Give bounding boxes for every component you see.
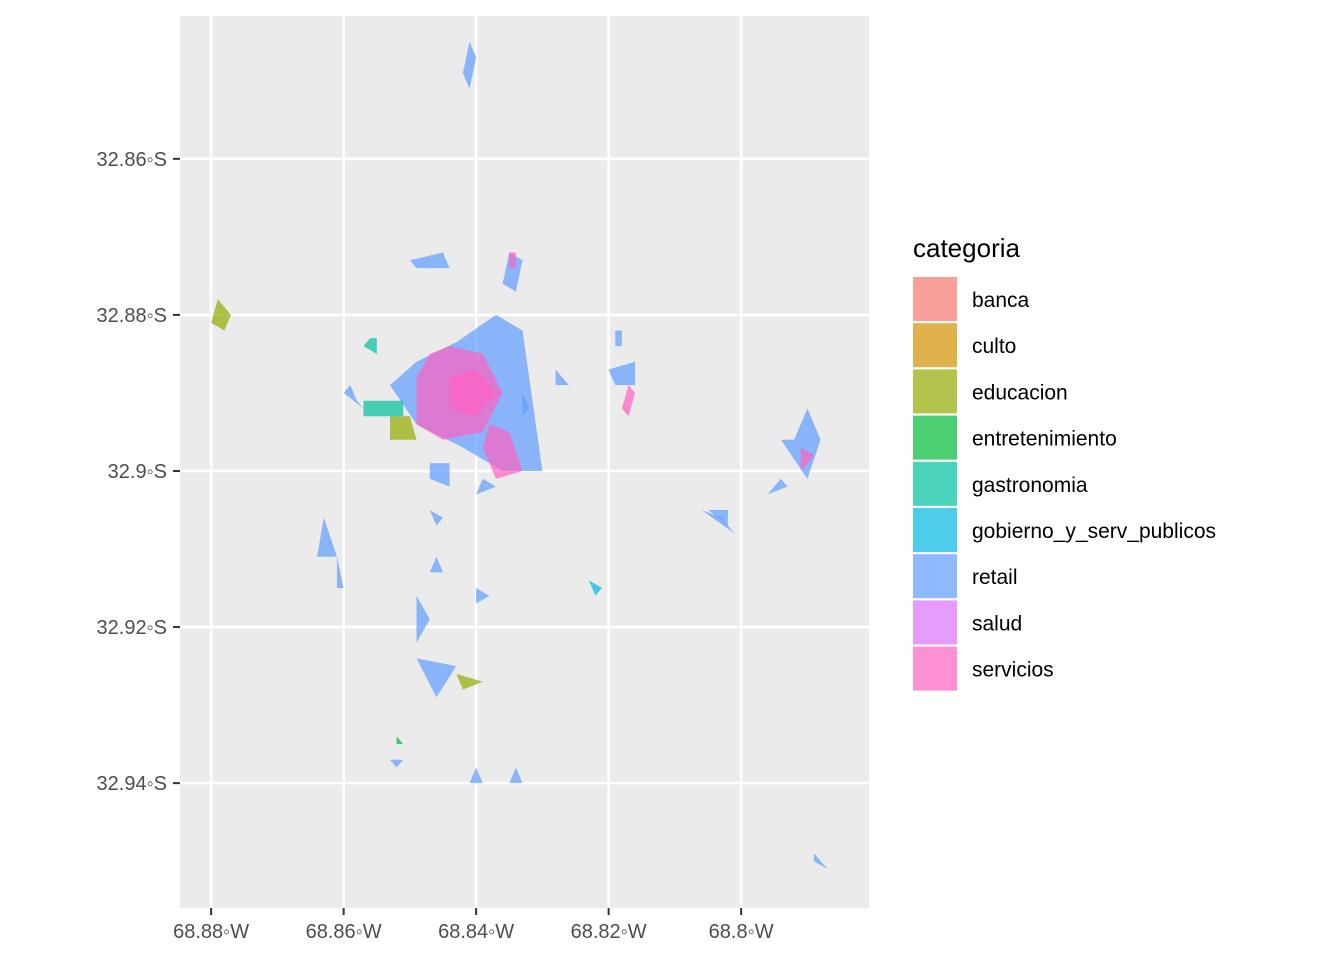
region-retail-26: [317, 517, 337, 557]
region-retail-6: [502, 252, 523, 292]
region-retail-37: [814, 853, 828, 869]
region-retail-4: [462, 41, 477, 89]
legend-label-gastronomia: gastronomia: [972, 474, 1088, 497]
region-polygons: [211, 41, 828, 869]
region-retail-13: [615, 330, 622, 347]
legend-label-gobierno_y_serv_publicos: gobierno_y_serv_publicos: [972, 520, 1216, 543]
y-tick-label-2: 32.9◦S: [108, 461, 167, 483]
region-servicios-2: [449, 369, 496, 417]
legend-label-banca: banca: [972, 289, 1030, 312]
region-servicios-15: [621, 385, 636, 417]
legend-label-educacion: educacion: [972, 381, 1068, 404]
x-tick-label-0: 68.88◦W: [173, 921, 249, 943]
x-tick-label-4: 68.8◦W: [709, 921, 774, 943]
legend-swatch-culto: [913, 323, 957, 368]
region-retail-28: [429, 556, 443, 573]
region-retail-5: [409, 252, 450, 269]
region-retail-34: [390, 759, 404, 768]
region-educacion-32: [456, 673, 483, 690]
x-tick-label-3: 68.82◦W: [571, 921, 647, 943]
legend-swatch-salud: [913, 600, 957, 645]
y-tick-label-0: 32.86◦S: [97, 149, 167, 171]
legend-swatch-educacion: [913, 369, 957, 414]
y-tick-label-3: 32.92◦S: [97, 617, 167, 639]
legend: categoria banca culto educacion entretenimi…: [913, 233, 1216, 691]
region-gastronomia-11: [363, 400, 404, 417]
region-retail-21: [780, 408, 821, 479]
x-tick-label-1: 68.86◦W: [306, 921, 382, 943]
legend-swatch-gobierno_y_serv_publicos: [913, 508, 957, 552]
region-retail-23: [429, 463, 450, 487]
legend-swatch-gastronomia: [913, 461, 957, 506]
legend-swatch-entretenimiento: [913, 415, 957, 460]
region-educacion-12: [390, 416, 417, 440]
region-entretenimiento-33: [396, 736, 404, 745]
region-educacion-8: [211, 299, 231, 331]
x-tick-label-2: 68.84◦W: [438, 921, 514, 943]
region-servicios-22: [800, 447, 814, 471]
grid-lines: [180, 16, 869, 908]
region-retail-30: [416, 595, 430, 643]
y-tick-label-4: 32.94◦S: [97, 773, 167, 795]
region-retail-20: [701, 510, 735, 534]
region-gastronomia-9: [363, 338, 377, 354]
legend-label-servicios: servicios: [972, 659, 1054, 682]
region-retail-18: [767, 478, 788, 495]
legend-label-retail: retail: [972, 566, 1018, 589]
region-retail-10: [343, 385, 364, 409]
legend-swatch-retail: [913, 554, 957, 599]
legend-swatch-banca: [913, 277, 957, 321]
region-retail-25: [429, 510, 443, 526]
legend-title: categoria: [913, 233, 1020, 263]
legend-label-salud: salud: [972, 612, 1022, 635]
region-retail-35: [469, 767, 483, 784]
legend-label-entretenimiento: entretenimiento: [972, 428, 1117, 451]
legend-swatch-servicios: [913, 646, 957, 691]
region-retail-29: [476, 588, 490, 604]
region-retail-16: [555, 369, 569, 386]
region-retail-27: [337, 556, 344, 588]
region-servicios-3: [482, 424, 523, 479]
region-gobierno_y_serv_publicos-38: [588, 580, 602, 596]
y-tick-label-1: 32.88◦S: [97, 305, 167, 327]
axes: 68.88◦W 68.86◦W 68.84◦W 68.82◦W 68.8◦W 32.86◦…: [97, 149, 774, 943]
region-retail-36: [509, 767, 523, 784]
region-retail-31: [416, 658, 457, 698]
region-retail-17: [522, 392, 530, 417]
region-retail-24: [476, 478, 496, 495]
legend-label-culto: culto: [972, 335, 1016, 358]
region-retail-14: [608, 361, 636, 386]
region-servicios-7: [509, 252, 516, 269]
